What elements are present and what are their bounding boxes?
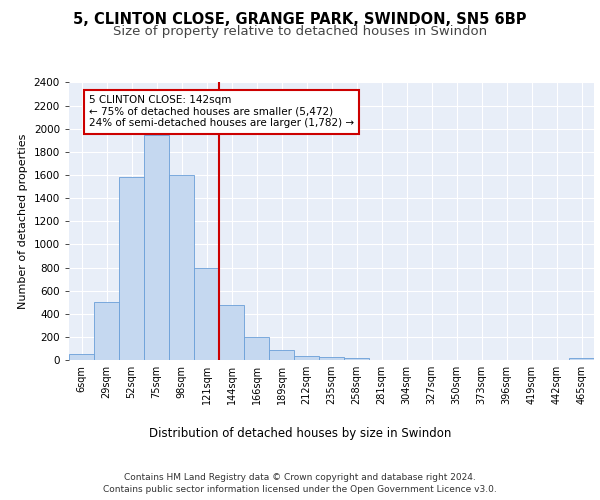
Text: Contains public sector information licensed under the Open Government Licence v3: Contains public sector information licen… xyxy=(103,485,497,494)
Bar xyxy=(144,134,169,360)
Bar xyxy=(344,358,369,360)
Bar xyxy=(569,358,594,360)
Y-axis label: Number of detached properties: Number of detached properties xyxy=(18,134,28,309)
Bar xyxy=(69,354,94,360)
Bar xyxy=(244,338,269,360)
Bar xyxy=(219,305,244,360)
Text: 5 CLINTON CLOSE: 142sqm
← 75% of detached houses are smaller (5,472)
24% of semi: 5 CLINTON CLOSE: 142sqm ← 75% of detache… xyxy=(89,95,354,128)
Bar xyxy=(294,356,319,360)
Bar xyxy=(119,178,144,360)
Bar xyxy=(269,350,294,360)
Text: 5, CLINTON CLOSE, GRANGE PARK, SWINDON, SN5 6BP: 5, CLINTON CLOSE, GRANGE PARK, SWINDON, … xyxy=(73,12,527,28)
Bar xyxy=(194,268,219,360)
Bar xyxy=(169,175,194,360)
Text: Distribution of detached houses by size in Swindon: Distribution of detached houses by size … xyxy=(149,428,451,440)
Text: Size of property relative to detached houses in Swindon: Size of property relative to detached ho… xyxy=(113,25,487,38)
Bar xyxy=(94,302,119,360)
Bar xyxy=(319,357,344,360)
Text: Contains HM Land Registry data © Crown copyright and database right 2024.: Contains HM Land Registry data © Crown c… xyxy=(124,472,476,482)
